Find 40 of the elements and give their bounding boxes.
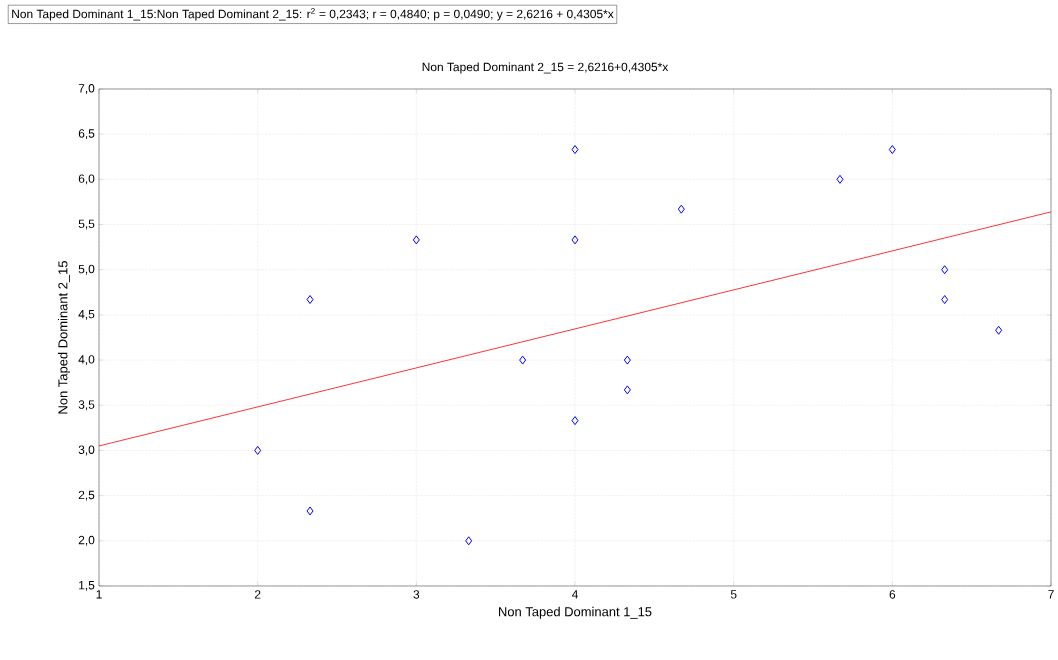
x-tick-label: 4 [571, 590, 578, 599]
x-axis-title: Non Taped Dominant 1_15 [499, 606, 652, 619]
x-tick-label: 6 [889, 590, 896, 599]
y-tick-label: 2,0 [78, 535, 95, 546]
x-tick-label: 1 [96, 590, 102, 599]
y-tick-label: 6,0 [78, 174, 95, 185]
point [306, 506, 314, 516]
point [836, 174, 844, 184]
point [623, 385, 631, 395]
point [888, 145, 896, 155]
chart-title: Non Taped Dominant 1_15:Non Taped Dominant 2_15: r$^{2}$ = 0,2343; r = 0,4840; p = 0,0490; y = 2,6216 + 0,4305*x [12, 8, 614, 21]
point [306, 295, 314, 305]
point [571, 145, 579, 155]
point [995, 325, 1003, 335]
chart-subtitle: Non Taped Dominant 2_15 = 2,6216+0,4305*x [422, 62, 669, 74]
y-tick-label: 5,0 [78, 264, 95, 275]
point [623, 355, 631, 365]
x-tick-label: 5 [730, 590, 737, 599]
point [519, 355, 527, 365]
point [465, 536, 473, 546]
point [941, 265, 949, 275]
y-tick-label: 4,5 [78, 310, 95, 320]
y-tick-label: 1,5 [79, 581, 95, 591]
x-tick-label: 3 [413, 590, 420, 599]
point [677, 204, 685, 214]
y-tick-label: 6,5 [78, 129, 95, 140]
point [571, 235, 579, 245]
point [571, 416, 579, 426]
y-tick-label: 4,0 [78, 355, 95, 366]
x-tick-label: 7 [1048, 590, 1054, 599]
point [941, 295, 949, 305]
y-tick-label: 2,5 [78, 490, 95, 501]
point [412, 235, 420, 245]
point [254, 445, 262, 455]
x-tick-label: 2 [254, 590, 261, 599]
y-tick-label: 3,5 [78, 400, 95, 411]
y-tick-label: 5,5 [78, 219, 95, 230]
y-axis-title: Non Taped Dominant 2_15 [57, 261, 71, 414]
y-tick-label: 7,0 [78, 84, 95, 94]
y-tick-label: 3,0 [78, 445, 95, 456]
